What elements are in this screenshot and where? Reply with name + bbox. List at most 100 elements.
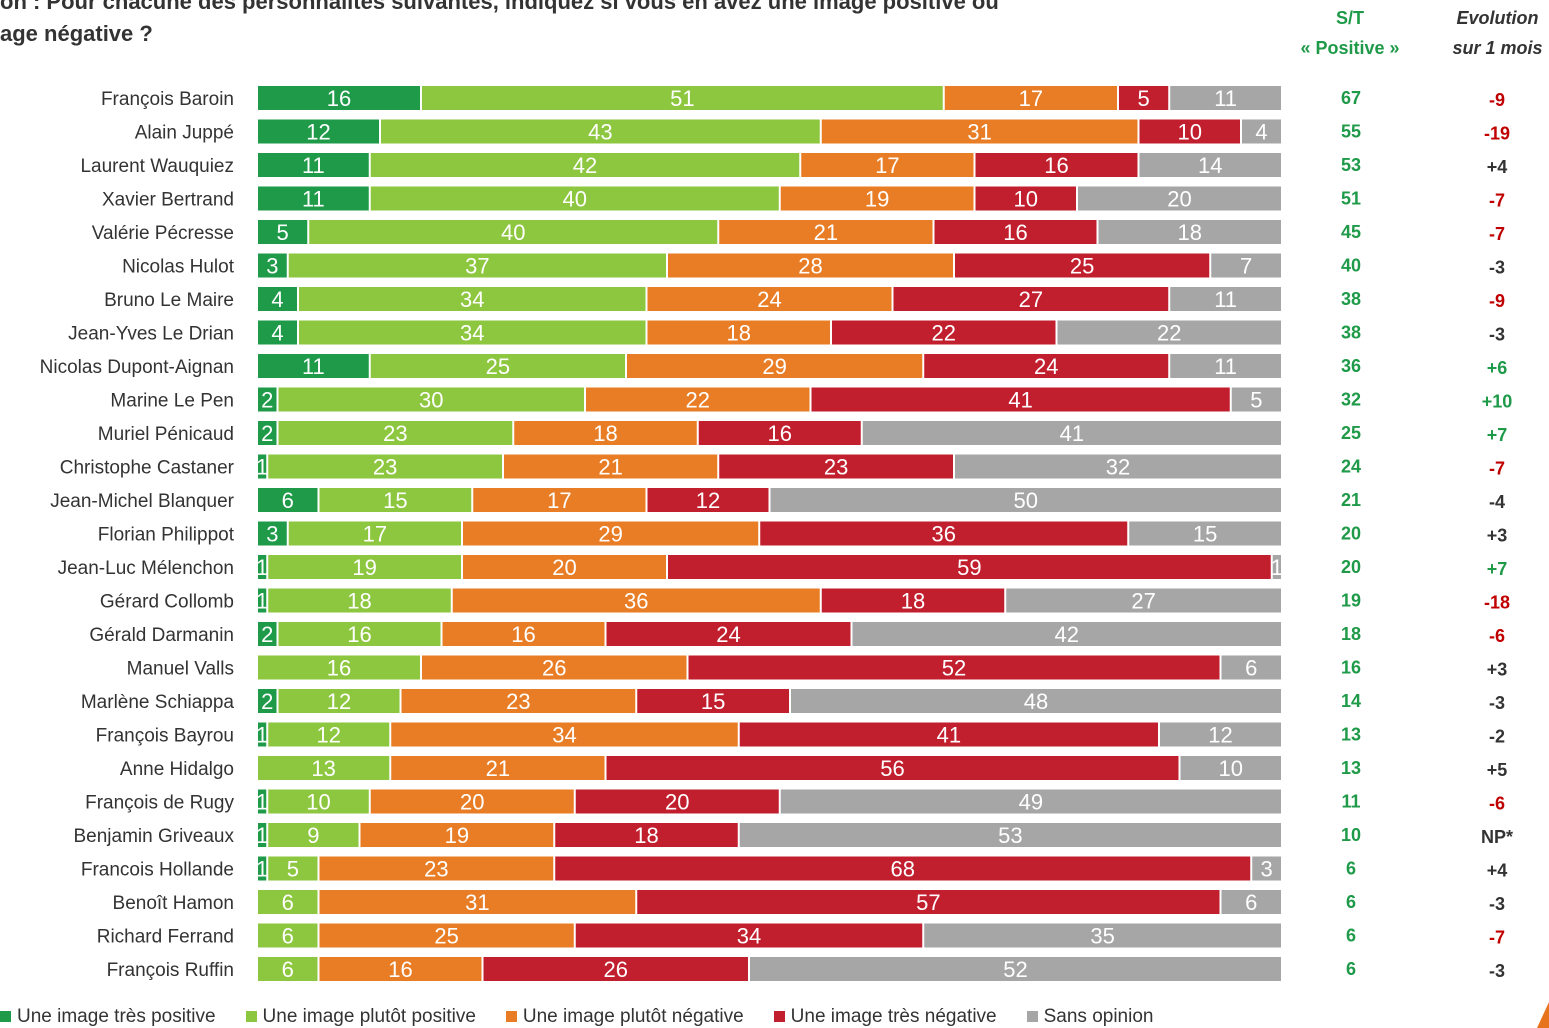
st-positive-value: 24 — [1341, 457, 1361, 477]
data-label: 34 — [460, 287, 484, 312]
data-label: 11 — [1214, 354, 1237, 379]
data-label: 2 — [261, 689, 273, 714]
bar-row: Francois Hollande 1 5 23 68 3 6 +4 — [81, 856, 1507, 882]
st-positive-value: 6 — [1346, 926, 1356, 946]
st-positive-value: 11 — [1341, 792, 1360, 812]
bar-segment-plutot-negative — [442, 622, 605, 646]
bar-segment-tres-negative — [1119, 86, 1169, 110]
bar-segment-sans-opinion — [1170, 86, 1281, 110]
bar-segment-tres-negative — [688, 655, 1220, 680]
data-label: 34 — [460, 321, 484, 346]
category-label: Marlène Schiappa — [81, 692, 235, 713]
category-label: Richard Ferrand — [97, 927, 234, 948]
data-label: 27 — [1019, 287, 1043, 312]
data-label: 1 — [256, 790, 268, 815]
data-label: 27 — [1131, 589, 1155, 614]
evolution-value: -7 — [1489, 191, 1505, 211]
data-label: 1 — [256, 857, 268, 882]
data-label: 21 — [486, 756, 510, 781]
data-label: 16 — [511, 622, 535, 647]
bar-row: Anne Hidalgo 13 21 56 10 13 +5 — [120, 756, 1507, 781]
bar-segment-sans-opinion — [924, 923, 1281, 948]
evolution-value: NP* — [1481, 827, 1513, 847]
data-label: 16 — [1044, 153, 1068, 178]
bar-segment-plutot-negative — [586, 387, 810, 412]
bar-segment-plutot-positive — [268, 588, 451, 613]
bar-row: Christophe Castaner 1 23 21 23 32 24 -7 — [60, 454, 1505, 480]
category-label: Marine Le Pen — [110, 391, 234, 412]
evo-header-line2: sur 1 mois — [1452, 38, 1543, 58]
bar-segment-tres-positive — [258, 253, 287, 278]
category-label: Francois Hollande — [81, 860, 234, 881]
bar-segment-plutot-positive — [278, 387, 584, 412]
bar-segment-tres-negative — [637, 890, 1220, 914]
data-label: 9 — [307, 823, 319, 848]
bar-segment-tres-positive — [258, 521, 287, 546]
bar-row: Jean-Yves Le Drian 4 34 18 22 22 38 -3 — [68, 320, 1505, 346]
data-label: 25 — [486, 354, 510, 379]
bar-segment-plutot-positive — [258, 655, 420, 680]
bar-segment-plutot-negative — [504, 454, 718, 479]
bar-segment-tres-positive — [258, 119, 379, 144]
bar-row: François Ruffin 6 16 26 52 6 -3 — [107, 957, 1505, 982]
data-label: 12 — [306, 120, 330, 145]
bar-segment-plutot-negative — [647, 320, 830, 345]
bar-segment-sans-opinion — [1006, 588, 1281, 613]
bar-segment-tres-positive — [258, 354, 369, 378]
bar-segment-sans-opinion — [1231, 387, 1281, 412]
legend-item-tres-positive: Une image très positive — [0, 1006, 216, 1028]
data-label: 5 — [287, 857, 299, 882]
st-positive-value: 55 — [1341, 122, 1361, 142]
bar-segment-tres-positive — [258, 488, 318, 512]
data-label: 21 — [598, 455, 622, 480]
category-label: Nicolas Hulot — [122, 257, 235, 278]
category-label: Nicolas Dupont-Aignan — [40, 357, 234, 378]
category-label: Xavier Bertrand — [102, 190, 234, 211]
bar-segment-plutot-negative — [391, 756, 605, 780]
data-label: 22 — [686, 388, 710, 413]
data-label: 6 — [1245, 656, 1257, 681]
data-label: 26 — [542, 656, 566, 681]
bar-segment-tres-negative — [821, 588, 1005, 613]
evo-header-line1: Evolution — [1456, 8, 1539, 28]
bar-segment-plutot-negative — [463, 555, 666, 579]
data-label: 34 — [737, 924, 761, 949]
bar-segment-sans-opinion — [1160, 722, 1281, 747]
data-label: 17 — [1019, 86, 1043, 111]
st-positive-value: 38 — [1341, 323, 1361, 343]
bar-segment-tres-positive — [258, 421, 277, 445]
data-label: 6 — [282, 890, 294, 915]
data-label: 20 — [460, 790, 484, 815]
data-label: 18 — [727, 321, 751, 346]
data-label: 49 — [1019, 790, 1043, 815]
data-label: 1 — [256, 589, 268, 614]
data-label: 12 — [317, 723, 341, 748]
data-label: 53 — [998, 823, 1022, 848]
data-label: 7 — [1240, 254, 1252, 279]
bar-segment-plutot-negative — [463, 521, 759, 546]
data-label: 10 — [1014, 187, 1038, 212]
data-label: 52 — [1003, 957, 1027, 982]
category-label: François de Rugy — [85, 793, 234, 814]
evolution-value: -9 — [1489, 291, 1505, 311]
data-label: 15 — [1193, 522, 1217, 547]
bar-segment-plutot-positive — [268, 722, 390, 747]
data-label: 23 — [373, 455, 397, 480]
legend-swatch-tres-positive — [0, 1011, 11, 1022]
data-label: 15 — [701, 689, 725, 714]
legend-label-sans-opinion: Sans opinion — [1043, 1005, 1154, 1027]
data-label: 4 — [1255, 120, 1267, 145]
evolution-value: -2 — [1489, 727, 1505, 747]
evolution-value: -7 — [1489, 459, 1505, 479]
category-label: François Baroin — [101, 89, 234, 110]
st-positive-value: 67 — [1341, 88, 1361, 108]
bar-segment-tres-positive — [258, 320, 297, 345]
bar-segment-tres-negative — [719, 454, 953, 479]
bar-segment-plutot-positive — [422, 86, 943, 110]
data-label: 42 — [1055, 622, 1079, 647]
data-label: 41 — [1008, 388, 1032, 413]
bar-segment-sans-opinion — [1139, 153, 1281, 177]
data-label: 23 — [383, 421, 407, 446]
bar-segment-tres-negative — [739, 722, 1158, 747]
data-label: 22 — [1157, 321, 1181, 346]
